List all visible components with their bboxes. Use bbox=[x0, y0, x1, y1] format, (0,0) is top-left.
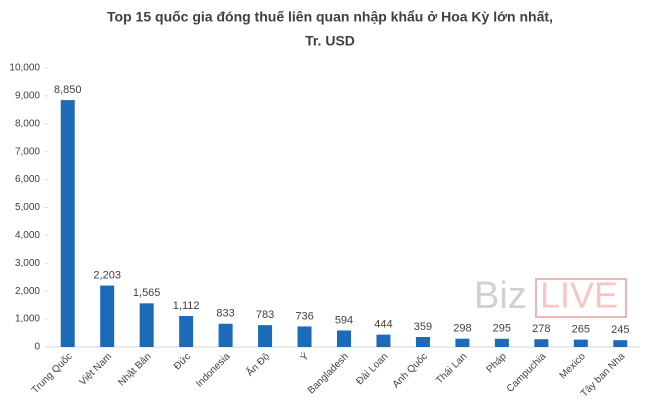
bar bbox=[613, 340, 628, 347]
y-tick-label: 2,000 bbox=[15, 286, 40, 297]
data-label: 736 bbox=[295, 310, 313, 322]
x-tick-label: Nhật Bản bbox=[116, 351, 153, 388]
data-label: 833 bbox=[216, 308, 234, 320]
chart-title: Tr. USD bbox=[305, 33, 355, 49]
bar bbox=[100, 285, 115, 347]
watermark-text: Biz bbox=[474, 275, 527, 317]
bar bbox=[337, 330, 351, 347]
x-tick-label: Đài Loan bbox=[354, 351, 390, 387]
bar bbox=[573, 339, 588, 347]
x-tick-label: Campuchia bbox=[505, 351, 549, 395]
watermark: Biz LIVE bbox=[474, 275, 627, 318]
x-tick-label: Đức bbox=[172, 351, 193, 372]
x-tick-label: Bangladesh bbox=[306, 351, 351, 396]
y-tick-label: 8,000 bbox=[15, 118, 40, 129]
bar bbox=[218, 323, 233, 347]
chart-title: Top 15 quốc gia đóng thuế liên quan nhập… bbox=[107, 9, 553, 25]
bar bbox=[534, 339, 549, 347]
y-tick-label: 4,000 bbox=[15, 230, 40, 241]
bar bbox=[179, 315, 194, 347]
x-tick-label: Thái Lan bbox=[434, 351, 469, 386]
data-label: 783 bbox=[256, 309, 274, 321]
x-tick-label: Việt Nam bbox=[77, 351, 114, 388]
data-label: 359 bbox=[414, 321, 432, 333]
data-label: 295 bbox=[493, 323, 511, 335]
data-label: 1,112 bbox=[173, 300, 200, 312]
x-tick-label: Anh Quốc bbox=[390, 351, 430, 391]
data-label: 594 bbox=[335, 314, 353, 326]
x-tick-label: Mexico bbox=[558, 351, 588, 381]
data-label: 444 bbox=[374, 319, 392, 331]
x-tick-label: Ấn Độ bbox=[243, 349, 272, 378]
bar bbox=[494, 338, 509, 347]
bar bbox=[455, 338, 470, 347]
y-tick-label: 3,000 bbox=[15, 258, 40, 269]
bar bbox=[415, 336, 430, 347]
bar bbox=[60, 100, 75, 348]
watermark-text: LIVE bbox=[540, 275, 618, 316]
x-tick-label: Trung Quốc bbox=[29, 351, 75, 397]
bar bbox=[139, 303, 154, 347]
bar bbox=[297, 326, 312, 347]
data-label: 8,850 bbox=[54, 84, 82, 96]
y-tick-label: 6,000 bbox=[15, 174, 40, 185]
x-tick-label: Ý bbox=[298, 350, 312, 364]
data-label: 245 bbox=[611, 324, 629, 336]
data-label: 2,203 bbox=[93, 269, 121, 281]
data-label: 278 bbox=[532, 323, 550, 335]
bar bbox=[376, 334, 391, 347]
bar bbox=[258, 325, 273, 347]
data-label: 265 bbox=[572, 324, 590, 336]
data-label: 1,565 bbox=[133, 287, 161, 299]
data-label: 298 bbox=[453, 323, 471, 335]
y-tick-label: 5,000 bbox=[15, 202, 40, 213]
y-tick-label: 0 bbox=[34, 342, 40, 353]
x-tick-label: Indonesia bbox=[194, 351, 233, 390]
y-tick-label: 10,000 bbox=[9, 63, 40, 74]
y-tick-label: 1,000 bbox=[15, 314, 40, 325]
x-tick-label: Pháp bbox=[485, 351, 510, 376]
y-tick-label: 7,000 bbox=[15, 146, 40, 157]
watermark-box bbox=[535, 278, 627, 318]
y-tick-label: 9,000 bbox=[15, 91, 40, 102]
